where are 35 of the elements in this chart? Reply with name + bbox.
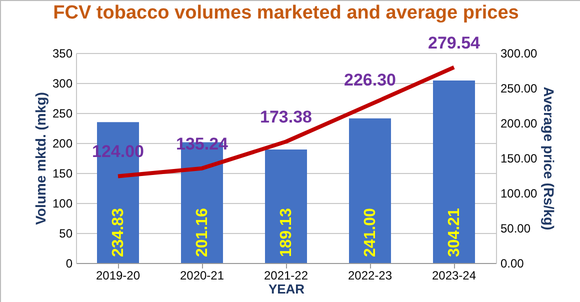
y2-tick-label: 50.00 (500, 222, 531, 236)
bar (433, 80, 475, 263)
x-tick-label: 2021-22 (264, 268, 308, 282)
y-tick-label: 300 (52, 76, 73, 90)
y2-tick-label: 200.00 (500, 116, 538, 130)
data-label: 241.00 (362, 208, 379, 257)
data-label: 279.54 (428, 33, 481, 52)
x-tick-label: 2022-23 (348, 268, 392, 282)
y2-tick-label: 300.00 (500, 46, 538, 60)
y-tick-label: 100 (52, 196, 73, 210)
chart-title: FCV tobacco volumes marketed and average prices (53, 2, 519, 24)
data-label: 201.16 (194, 208, 211, 257)
x-tick-label: 2020-21 (180, 268, 224, 282)
y2-tick-label: 0.00 (500, 256, 524, 270)
x-axis-title: YEAR (268, 282, 306, 296)
data-label: 234.83 (110, 208, 127, 257)
x-tick-label: 2019-20 (96, 268, 140, 282)
y-tick-label: 350 (52, 46, 73, 60)
y-tick-label: 50 (59, 226, 73, 240)
data-label: 226.30 (344, 70, 396, 90)
x-tick-label: 2023-24 (432, 268, 476, 282)
bar (349, 118, 391, 263)
bar (265, 150, 307, 263)
y2-tick-label: 100.00 (500, 186, 538, 200)
y-tick-label: 250 (52, 106, 73, 120)
data-label: 304.21 (446, 208, 463, 257)
data-label: 173.38 (260, 108, 312, 127)
data-label: 189.13 (278, 208, 295, 257)
y-tick-label: 0 (66, 256, 73, 270)
y-tick-label: 150 (52, 166, 73, 180)
y-tick-label: 200 (52, 136, 73, 150)
y2-axis-title: Average price (Rs/kg) (541, 86, 558, 230)
y-axis-title: Volume mktd. (mkg) (32, 92, 48, 225)
y2-tick-label: 150.00 (500, 152, 538, 166)
y2-tick-label: 250.00 (500, 82, 538, 96)
